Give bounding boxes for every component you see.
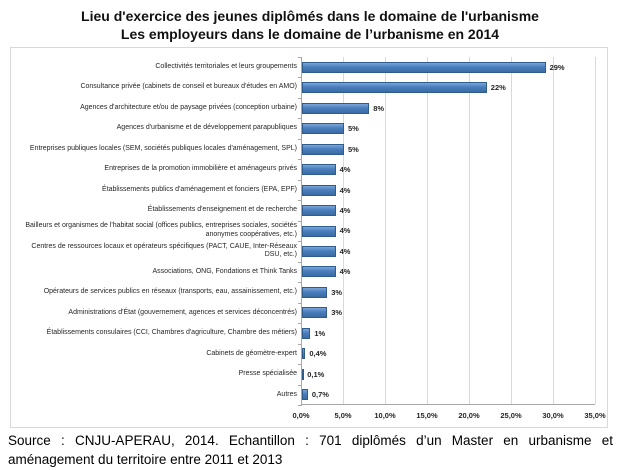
- category-label: Autres: [276, 390, 297, 398]
- axis-tick: [298, 220, 302, 222]
- x-axis-tick-label: 5,0%: [334, 411, 352, 420]
- x-axis-tick-label: 35,0%: [584, 411, 606, 420]
- gridline: [469, 57, 470, 404]
- gridline: [511, 57, 512, 404]
- value-label: 1%: [314, 328, 326, 338]
- value-label: 4%: [339, 206, 351, 216]
- bar: [302, 266, 336, 278]
- category-label: Associations, ONG, Fondations et Think T…: [152, 267, 297, 275]
- category-label: Agences d'architecture et/ou de paysage …: [80, 103, 297, 111]
- bar: [302, 389, 308, 401]
- chart-title-line2: Les employeurs dans le domaine de l’urba…: [120, 26, 500, 42]
- axis-tick: [298, 323, 302, 325]
- x-axis-tick-label: 10,0%: [374, 411, 396, 420]
- category-label: Cabinets de géomètre-expert: [206, 349, 297, 357]
- value-label: 0,4%: [309, 349, 327, 359]
- bar: [302, 82, 487, 94]
- category-label: Presse spécialisée: [238, 370, 297, 378]
- chart-area: Collectivités territoriales et leurs gro…: [10, 47, 608, 428]
- value-label: 8%: [373, 103, 385, 113]
- value-label: 22%: [490, 83, 506, 93]
- value-label: 3%: [331, 287, 343, 297]
- value-label: 4%: [339, 246, 351, 256]
- gridline: [427, 57, 428, 404]
- axis-tick: [298, 57, 302, 58]
- chart-title-line1: Lieu d'exercice des jeunes diplômés dans…: [81, 8, 539, 24]
- x-axis-tick-label: 20,0%: [458, 411, 480, 420]
- gridline: [553, 57, 554, 404]
- bar: [302, 225, 336, 237]
- axis-tick: [298, 261, 302, 263]
- category-label: Établissements d'enseignement et de rech…: [147, 206, 297, 214]
- bar: [302, 164, 336, 176]
- axis-tick: [298, 343, 302, 345]
- axis-tick: [298, 405, 302, 406]
- x-axis-tick-label: 25,0%: [500, 411, 522, 420]
- category-label: Administrations d'État (gouvernement, ag…: [68, 308, 297, 316]
- bar: [302, 327, 311, 339]
- bar: [302, 348, 306, 360]
- category-label: Établissements publics d'aménagement et …: [102, 185, 297, 193]
- value-label: 4%: [339, 226, 351, 236]
- bar: [302, 245, 336, 257]
- axis-tick: [298, 138, 302, 140]
- axis-tick: [298, 77, 302, 79]
- x-axis-tick-label: 30,0%: [542, 411, 564, 420]
- plot-area: [301, 57, 596, 405]
- value-label: 0,7%: [311, 390, 329, 400]
- x-axis-labels: 0,0% 5,0% 10,0% 15,0% 20,0% 25,0% 30,0% 35,0%: [11, 48, 607, 427]
- category-label: Bailleurs et organismes de l'habitat soc…: [25, 222, 297, 238]
- category-label: Consultance privée (cabinets de conseil …: [80, 83, 297, 91]
- value-label: 5%: [348, 144, 359, 154]
- value-label: 4%: [339, 267, 351, 277]
- bar: [302, 102, 370, 114]
- category-label: Centres de ressources locaux et opérateu…: [31, 242, 297, 259]
- category-label: Opérateurs de services publics en réseau…: [43, 288, 297, 296]
- bar: [302, 61, 546, 73]
- gridline: [385, 57, 386, 404]
- category-label: Entreprises de la promotion immobilière …: [104, 165, 297, 173]
- bar-rows: Collectivités territoriales et leurs gro…: [11, 48, 607, 427]
- value-label: 3%: [331, 308, 343, 318]
- value-label: 5%: [348, 124, 359, 134]
- x-axis-tick-label: 15,0%: [416, 411, 438, 420]
- axis-tick: [298, 302, 302, 304]
- chart-title: Lieu d'exercice des jeunes diplômés dans…: [0, 7, 620, 43]
- axis-tick: [298, 384, 302, 386]
- axis-tick: [298, 282, 302, 284]
- bar: [302, 205, 336, 217]
- gridline: [595, 57, 596, 404]
- value-label: 29%: [549, 62, 565, 72]
- value-label: 4%: [339, 185, 351, 195]
- x-axis-tick-label: 0,0%: [292, 411, 310, 420]
- axis-tick: [298, 364, 302, 366]
- value-label: 4%: [339, 165, 351, 175]
- bar: [302, 286, 328, 298]
- axis-tick: [298, 97, 302, 99]
- category-label: Agences d'urbanisme et de développement …: [116, 124, 297, 132]
- gridline: [343, 57, 344, 404]
- value-label: 0,1%: [307, 369, 325, 379]
- bar: [302, 368, 304, 380]
- source-text: Source : CNJU-APERAU, 2014. Echantillon …: [8, 433, 613, 467]
- category-label: Entreprises publiques locales (SEM, soci…: [29, 144, 297, 152]
- category-label: Collectivités territoriales et leurs gro…: [155, 62, 297, 70]
- axis-tick: [298, 159, 302, 161]
- category-label: Établissements consulaires (CCI, Chambre…: [46, 329, 297, 337]
- axis-tick: [298, 179, 302, 181]
- bar: [302, 143, 344, 155]
- axis-tick: [298, 241, 302, 243]
- bar: [302, 184, 336, 196]
- axis-tick: [298, 118, 302, 120]
- axis-tick: [298, 200, 302, 202]
- bar: [302, 123, 344, 135]
- bar: [302, 307, 328, 319]
